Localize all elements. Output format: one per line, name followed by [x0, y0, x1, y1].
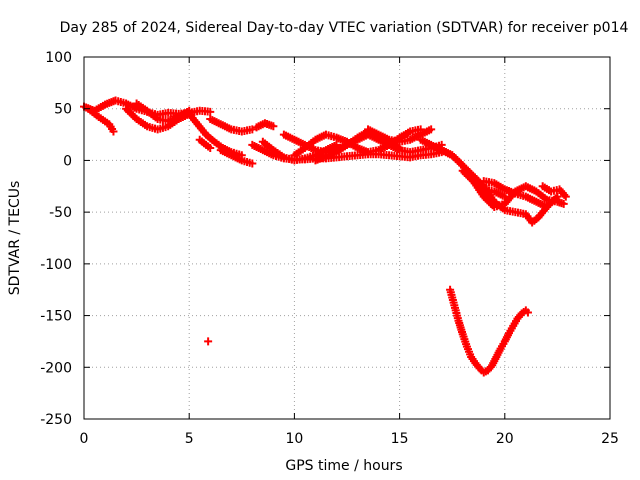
data-points [80, 96, 570, 377]
x-tick-label: 25 [601, 431, 619, 447]
x-tick-label: 20 [496, 431, 514, 447]
data-point [206, 107, 215, 116]
y-tick-label: 100 [45, 50, 72, 66]
y-axis-label: SDTVAR / TECUs [7, 181, 23, 296]
y-tick-label: 0 [63, 153, 72, 169]
x-tick-label: 15 [391, 431, 409, 447]
y-tick-label: -100 [40, 257, 72, 273]
plot-frame [83, 56, 611, 420]
data-point [206, 144, 215, 153]
data-point [561, 192, 570, 201]
x-tick-label: 0 [80, 431, 89, 447]
y-tick-label: -50 [49, 205, 72, 221]
data-point [269, 122, 278, 131]
data-point [248, 159, 257, 168]
y-tick-label: -200 [40, 360, 72, 376]
x-tick-label: 10 [285, 431, 303, 447]
data-point [248, 125, 257, 134]
x-axis-label: GPS time / hours [285, 458, 402, 474]
data-point [523, 308, 532, 317]
data-point [559, 199, 568, 208]
x-tick-label: 5 [185, 431, 194, 447]
data-point [204, 337, 213, 346]
chart-title: Day 285 of 2024, Sidereal Day-to-day VTE… [60, 20, 629, 36]
data-point [542, 202, 551, 211]
y-axis: -250 -200 -150 -100 -50 0 50 100 [40, 50, 610, 428]
y-tick-label: -250 [40, 412, 72, 428]
x-axis: 0 5 10 15 20 25 [80, 57, 619, 447]
y-tick-label: -150 [40, 309, 72, 325]
data-point [427, 125, 436, 134]
data-point [109, 127, 118, 136]
y-tick-label: 50 [54, 102, 72, 118]
